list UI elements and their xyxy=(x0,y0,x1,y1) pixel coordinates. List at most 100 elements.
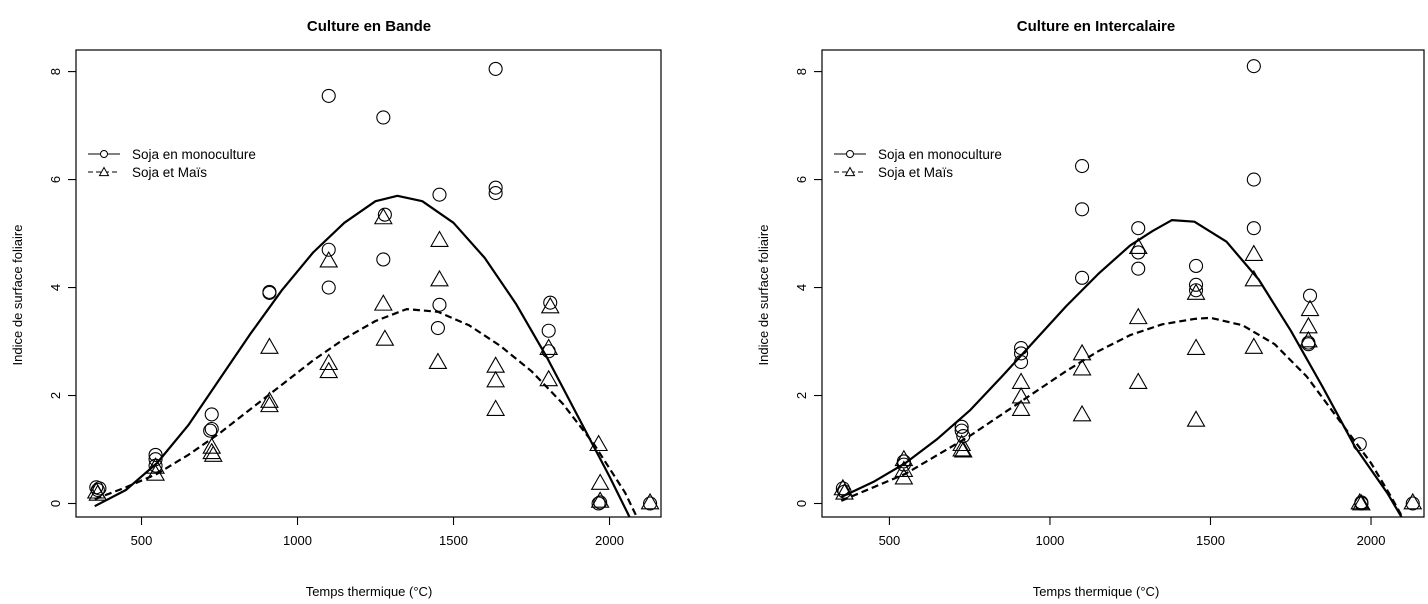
data-point-triangle xyxy=(88,484,108,501)
data-point-triangle xyxy=(894,449,914,467)
data-point-circle xyxy=(1352,437,1367,452)
legend-label: Soja en monoculture xyxy=(132,147,256,162)
y-tick-label: 8 xyxy=(794,68,809,75)
data-point-circle xyxy=(1075,202,1090,217)
panel-culture-en-bande: Culture en Bande Temps thermique (°C) In… xyxy=(10,18,662,599)
y-axis-label: Indice de surface foliaire xyxy=(756,225,771,366)
data-point-triangle xyxy=(146,457,166,474)
data-point-circle xyxy=(430,320,445,336)
data-point-circle xyxy=(376,252,391,267)
data-point-circle xyxy=(432,297,447,312)
data-point-triangle xyxy=(1011,372,1031,389)
x-tick-label: 1500 xyxy=(1196,533,1225,548)
data-point-triangle xyxy=(486,399,506,416)
plot-frame xyxy=(75,49,662,518)
data-point-triangle xyxy=(428,352,448,369)
x-tick-label: 500 xyxy=(879,533,901,548)
data-point-circle xyxy=(376,110,391,125)
data-point-triangle xyxy=(202,437,222,454)
data-point-circle xyxy=(262,284,277,299)
data-point-circle xyxy=(591,496,606,511)
x-axis-label: Temps thermique (°C) xyxy=(306,584,433,599)
data-point-circle xyxy=(1014,355,1029,370)
y-tick-label: 4 xyxy=(48,284,63,291)
data-point-circle xyxy=(488,61,503,76)
data-point-circle xyxy=(954,423,969,438)
data-point-circle xyxy=(954,419,969,434)
data-point-triangle xyxy=(539,369,559,387)
y-tick-label: 0 xyxy=(48,500,63,507)
data-point-triangle xyxy=(319,250,339,268)
x-axis-label: Temps thermique (°C) xyxy=(1033,584,1160,599)
data-point-triangle xyxy=(1128,307,1148,325)
y-tick-label: 6 xyxy=(794,176,809,183)
data-point-circle xyxy=(543,295,558,310)
y-tick-label: 6 xyxy=(48,176,63,183)
x-tick-label: 1000 xyxy=(283,533,312,548)
data-point-circle xyxy=(321,280,336,295)
data-point-triangle xyxy=(259,395,279,413)
data-point-circle xyxy=(1014,340,1029,356)
data-point-triangle xyxy=(953,440,973,458)
data-point-triangle xyxy=(589,434,609,452)
data-point-triangle xyxy=(1351,493,1371,511)
fit-curve-soja-mais xyxy=(840,316,1404,517)
x-tick-label: 500 xyxy=(131,533,153,548)
x-tick-label: 2000 xyxy=(1357,533,1386,548)
data-point-triangle xyxy=(319,361,339,379)
chart-title: Culture en Intercalaire xyxy=(1017,18,1175,35)
data-point-triangle xyxy=(640,492,660,510)
data-point-circle xyxy=(90,482,105,498)
data-point-circle xyxy=(321,88,336,103)
legend-marker-circle xyxy=(846,150,854,158)
data-point-triangle xyxy=(1244,337,1264,354)
data-point-circle xyxy=(1188,283,1204,298)
data-point-triangle xyxy=(1403,492,1423,510)
data-point-triangle xyxy=(375,329,395,346)
data-point-circle xyxy=(1246,59,1261,74)
fit-curve-monoculture xyxy=(840,219,1403,517)
data-point-triangle xyxy=(1244,244,1264,262)
data-point-triangle xyxy=(1350,492,1370,510)
data-point-circle xyxy=(432,187,447,202)
x-tick-label: 1500 xyxy=(439,533,468,548)
fit-curve-soja-mais xyxy=(94,308,639,517)
data-point-triangle xyxy=(1011,399,1031,416)
data-point-circle xyxy=(1075,270,1090,285)
data-point-circle xyxy=(593,495,608,510)
data-point-triangle xyxy=(1186,283,1206,300)
data-point-circle xyxy=(1188,258,1204,274)
legend-label: Soja en monoculture xyxy=(878,147,1002,162)
data-point-circle xyxy=(1131,245,1146,260)
data-point-triangle xyxy=(1186,338,1206,355)
y-tick-label: 0 xyxy=(794,500,809,507)
data-point-triangle xyxy=(430,269,449,287)
legend-marker-triangle xyxy=(844,166,856,177)
data-point-triangle xyxy=(486,370,506,388)
data-point-circle xyxy=(1246,172,1261,187)
chart-title: Culture en Bande xyxy=(307,18,431,35)
data-point-circle xyxy=(1188,277,1204,292)
data-point-circle xyxy=(488,180,503,195)
data-point-circle xyxy=(203,423,218,438)
data-point-triangle xyxy=(539,338,559,355)
data-point-circle xyxy=(488,186,503,201)
data-point-circle xyxy=(1014,346,1029,361)
data-point-triangle xyxy=(894,460,914,477)
legend-label: Soja et Maïs xyxy=(878,165,953,180)
data-point-circle xyxy=(1131,221,1146,236)
data-point-triangle xyxy=(430,230,449,247)
data-point-triangle xyxy=(373,294,393,311)
data-point-triangle xyxy=(833,478,853,496)
plot-frame xyxy=(821,49,1425,518)
legend-label: Soja et Maïs xyxy=(132,165,207,180)
x-tick-label: 1000 xyxy=(1035,533,1064,548)
data-point-circle xyxy=(1075,159,1090,174)
data-point-triangle xyxy=(952,434,972,452)
y-tick-label: 4 xyxy=(794,284,809,291)
data-point-circle xyxy=(1131,261,1146,276)
data-point-triangle xyxy=(1128,237,1148,254)
data-point-circle xyxy=(377,207,392,222)
data-point-triangle xyxy=(1072,404,1092,422)
